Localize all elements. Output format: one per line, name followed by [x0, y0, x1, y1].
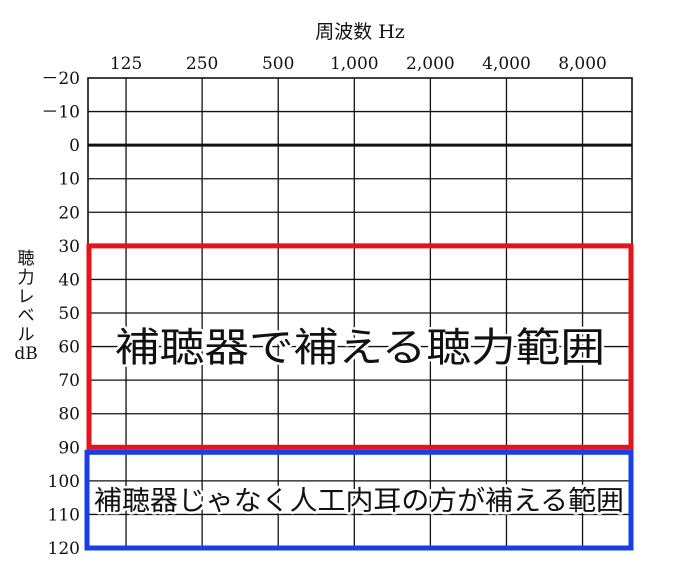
y-tick-label: 100: [48, 472, 80, 492]
y-tick-label: 110: [48, 505, 80, 525]
region-label: 補聴器で補える聴力範囲: [115, 325, 605, 371]
y-tick-label: 90: [58, 438, 80, 458]
x-axis-title: 周波数 Hz: [315, 21, 405, 43]
y-axis-title: 聴力レベル dB: [14, 250, 38, 364]
y-axis-title-char: dB: [14, 344, 38, 364]
x-tick-label: 1,000: [330, 54, 379, 74]
y-tick-label: 20: [58, 203, 80, 223]
y-tick-label: 60: [58, 338, 80, 358]
y-tick-label: －20: [41, 69, 80, 89]
x-tick-label: 8,000: [558, 54, 607, 74]
y-tick-label: 30: [58, 237, 80, 257]
grid: [87, 77, 633, 549]
tick-labels: 125 250 500 1,000 2,000 4,000 8,000 －20 －10 0 10 20…: [41, 54, 607, 559]
x-tick-label: 2,000: [406, 54, 455, 74]
y-axis-title-char: 力: [17, 268, 35, 288]
y-tick-label: 40: [58, 270, 80, 290]
y-tick-label: 0: [69, 136, 80, 156]
y-axis-title-char: ル: [17, 325, 35, 345]
x-tick-label: 500: [262, 54, 294, 74]
y-axis-title-char: レ: [17, 287, 35, 307]
y-tick-label: －10: [41, 103, 80, 123]
x-tick-label: 4,000: [482, 54, 531, 74]
y-tick-label: 70: [58, 371, 80, 391]
y-tick-label: 10: [58, 170, 80, 190]
y-axis-title-char: 聴: [17, 249, 35, 269]
region-box: [86, 243, 634, 450]
x-tick-label: 250: [186, 54, 218, 74]
y-axis-title-char: ベ: [17, 306, 35, 326]
y-tick-label: 50: [58, 304, 80, 324]
region-label: 補聴器じゃなく人工内耳の方が補える範囲: [94, 486, 624, 517]
y-tick-label: 120: [48, 539, 80, 559]
region-box: [84, 449, 634, 551]
x-tick-label: 125: [110, 54, 142, 74]
y-tick-label: 80: [58, 405, 80, 425]
